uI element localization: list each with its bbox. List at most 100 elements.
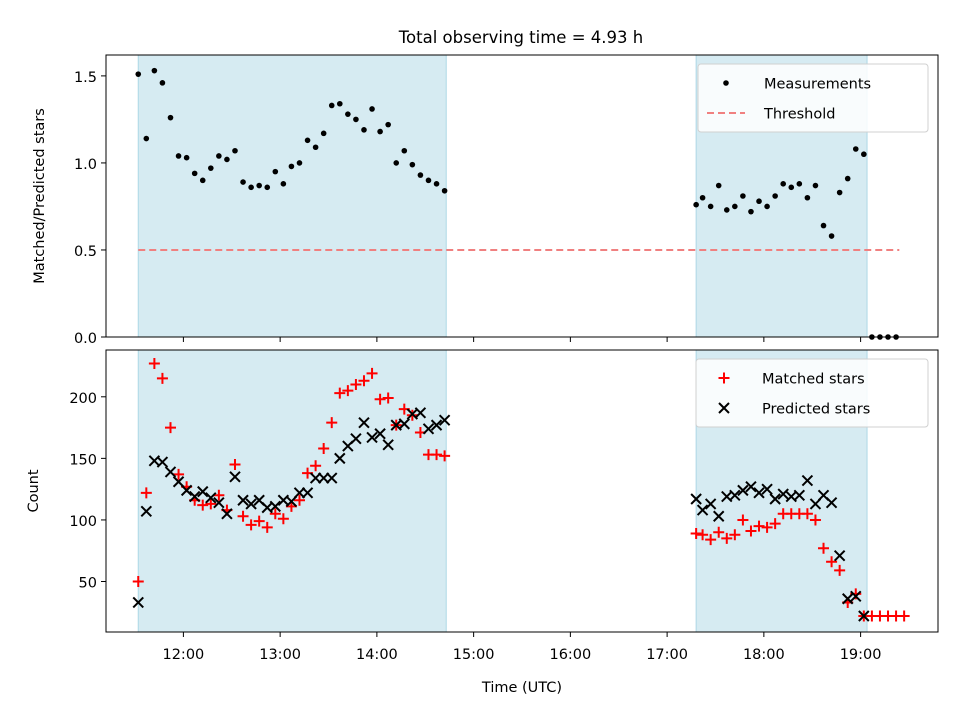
chart0-measurement-point [199,177,206,184]
chart0-measurement-point [377,128,383,135]
chart0-measurement-point [320,130,327,137]
chart0-measurement-point [336,100,343,107]
chart1-matched-point [358,375,370,387]
chart1-predicted-point [841,593,854,605]
chart0-measurement-point [393,160,400,166]
chart1-predicted-point [825,496,838,509]
chart0-measurement-point [693,201,699,208]
chart1-matched-point [382,392,394,404]
chart0-measurement-point [707,203,714,210]
chart1-matched-point [350,378,362,390]
chart0-measurement-point [441,187,448,194]
chart1-matched-point [132,576,144,588]
chart1-xtick-label: 19:00 [840,647,882,663]
count-panel: 50 100 150 200 12:00 13:00 14:00 15:00 16:00 17:0… [26,349,939,696]
chart0-measurement-point [796,181,803,187]
chart0-measurement-point [191,170,198,177]
chart0-measurement-point [143,135,150,142]
chart1-predicted-point [197,485,209,498]
chart0-measurement-point [288,163,295,170]
chart1-predicted-point [366,431,378,444]
chart1-matched-point [197,499,209,511]
chart1-predicted-point [713,510,725,522]
chart1-ytick-label: 50 [79,576,97,592]
chart0-measurement-point [280,181,287,187]
chart0-measurement-point [748,208,754,215]
chart1-xtick-label: 16:00 [549,647,591,663]
chart1-legend: Matched stars Predicted stars [695,358,929,428]
chart1-matched-point [245,519,257,531]
chart0-measurement-point [417,172,424,178]
chart0-measurement-point [232,147,238,154]
chart0-measurement-point [844,175,851,182]
chart1-xtick-label: 14:00 [356,647,398,663]
chart1-axes-frame [105,349,939,633]
chart0-measurement-point [369,106,375,112]
chart1-matched-point [173,468,185,480]
chart0-measurement-point [216,153,222,159]
chart0-measurement-point [361,127,367,133]
chart0-measurement-point [732,203,738,210]
chart1-predicted-point [761,483,773,495]
chart1-matched-point [826,556,838,568]
chart1-predicted-point [696,504,709,516]
ratio-panel: 0.0 0.5 1.0 1.5 Matched/Predicted stars Measu… [32,54,939,347]
chart0-measurement-point [224,156,230,163]
chart0-measurement-point [385,121,391,128]
chart1-matched-point [705,534,717,546]
chart0-measurement-point [401,147,408,154]
chart1-predicted-point [374,428,386,440]
chart1-predicted-point [690,493,702,505]
chart1-predicted-point [422,423,435,435]
chart1-predicted-point [213,496,225,509]
chart0-measurement-point [248,184,254,191]
chart0-measurement-point [312,144,319,151]
chart0-legend-box [697,63,929,133]
chart0-measurement-point [353,116,359,123]
chart1-matched-point [769,518,781,530]
chart1-matched-point [318,443,330,455]
chart0-measurement-point [812,182,819,189]
chart0-measurement-point [167,114,174,121]
chart1-predicted-point [350,432,362,445]
chart1-predicted-point [833,549,846,562]
chart1-xtick-label: 12:00 [162,647,204,663]
chart0-measurement-point [433,181,440,187]
chart1-legend-box [695,358,929,428]
chart0-legend: Measurements Threshold [697,63,929,133]
chart1-matched-point [342,385,354,397]
chart1-predicted-point [414,407,427,419]
chart0-ytick-label: 0.5 [74,244,97,260]
chart0-axes-frame [105,54,939,338]
chart1-matched-point [237,510,249,522]
chart0-measurement-point [135,71,142,77]
chart1-ylabel: Count [26,469,42,512]
chart0-measurement-point [836,189,843,196]
chart1-predicted-point [793,489,806,502]
chart1-matched-point [690,527,702,539]
chart1-matched-point [334,387,346,399]
chart1-predicted-point [704,498,717,510]
chart0-measurement-point [183,154,190,161]
chart1-matched-point [818,542,830,554]
chart1-xtick-label: 13:00 [259,647,301,663]
chart1-observing-window-0 [137,349,447,633]
chart0-measurement-point [772,193,778,199]
chart1-matched-point [148,358,160,370]
chart1-ytick-label: 100 [69,514,97,530]
chart1-predicted-point [753,487,765,499]
chart1-predicted-point [850,590,862,602]
chart1-matched-point [326,417,338,429]
chart1-matched-point [253,515,265,527]
chart1-predicted-point [172,476,185,488]
chart0-ylabel: Matched/Predicted stars [32,108,48,284]
chart1-matched-point [293,494,305,506]
chart0-measurement-point [715,182,722,189]
chart0-measurement-point [256,182,262,189]
chart0-measurement-point [151,67,158,74]
chart1-xtick-label: 18:00 [743,647,785,663]
chart0-measurement-point [175,153,182,159]
chart1-matched-point [310,460,322,472]
chart1-predicted-point [334,452,346,465]
